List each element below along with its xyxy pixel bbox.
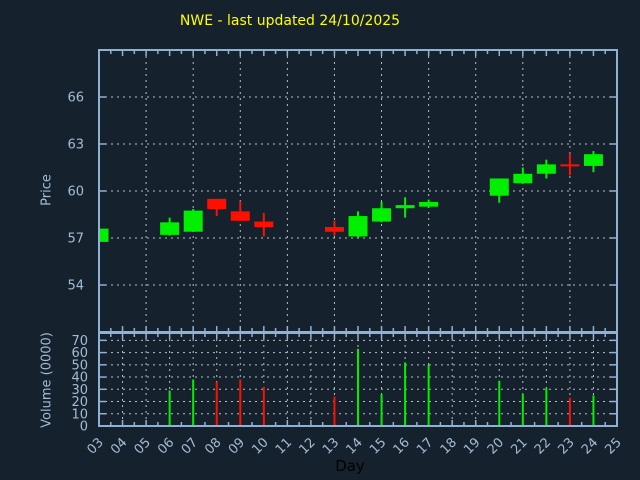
candle-body <box>536 164 556 174</box>
candle-body <box>419 201 439 207</box>
day-tick-label: 09 <box>226 435 248 457</box>
day-tick-label: 07 <box>179 435 201 457</box>
day-tick-label: 12 <box>296 435 318 457</box>
candle-body <box>372 208 392 222</box>
day-tick-label: 11 <box>273 435 295 457</box>
candle-body <box>183 210 203 232</box>
price-ytick-label: 60 <box>67 185 84 200</box>
price-ytick-label: 66 <box>67 91 84 106</box>
chart-title: NWE - last updated 24/10/2025 <box>179 13 401 29</box>
day-tick-label: 04 <box>108 435 130 457</box>
day-tick-label: 20 <box>485 435 507 457</box>
candle-body <box>583 154 603 166</box>
day-tick-label: 16 <box>391 435 413 457</box>
day-tick-label: 22 <box>532 435 554 457</box>
day-tick-label: 24 <box>579 435 601 457</box>
day-tick-label: 23 <box>555 435 577 457</box>
candle-body <box>207 198 227 210</box>
candle-body <box>230 211 250 221</box>
volume-bars <box>168 348 595 426</box>
day-tick-label: 19 <box>461 435 483 457</box>
volume-ytick-label: 10 <box>71 407 88 422</box>
volume-axis-label: Volume (0000) <box>39 332 55 428</box>
candle-body <box>513 173 533 184</box>
candles <box>99 151 603 243</box>
day-tick-label: 14 <box>344 435 366 457</box>
volume-panel-frame <box>98 332 618 427</box>
volume-ytick-label: 30 <box>71 383 88 398</box>
price-ytick-label: 54 <box>67 279 84 294</box>
price-gridlines <box>99 50 617 332</box>
price-axis-label: Price <box>39 174 55 206</box>
day-tick-label: 21 <box>508 435 530 457</box>
volume-ytick-label: 60 <box>71 346 88 361</box>
candle-body <box>489 178 509 196</box>
day-tick-label: 17 <box>414 435 436 457</box>
day-tick-label: 03 <box>85 435 107 457</box>
day-tick-label: 08 <box>202 435 224 457</box>
day-tick-label: 18 <box>438 435 460 457</box>
volume-ytick-label: 50 <box>71 358 88 373</box>
volume-ytick-label: 0 <box>80 420 88 435</box>
price-ytick-label: 63 <box>67 138 84 153</box>
day-tick-label: 05 <box>132 435 154 457</box>
candle-body <box>348 216 368 237</box>
day-tick-label: 13 <box>320 435 342 457</box>
candle-body <box>254 221 274 228</box>
day-tick-label: 06 <box>155 435 177 457</box>
candle-body <box>160 222 180 235</box>
volume-ytick-label: 20 <box>71 395 88 410</box>
candle-body <box>395 205 415 209</box>
price-ytick-label: 57 <box>67 232 84 247</box>
x-axis-label: Day <box>335 457 365 475</box>
day-tick-label: 15 <box>367 435 389 457</box>
day-tick-label: 25 <box>603 435 625 457</box>
volume-ytick-label: 70 <box>71 334 88 349</box>
day-tick-label: 10 <box>249 435 271 457</box>
candle-body <box>560 164 580 167</box>
volume-ytick-label: 40 <box>71 371 88 386</box>
candle-body <box>324 227 344 232</box>
candle-body <box>99 228 109 242</box>
